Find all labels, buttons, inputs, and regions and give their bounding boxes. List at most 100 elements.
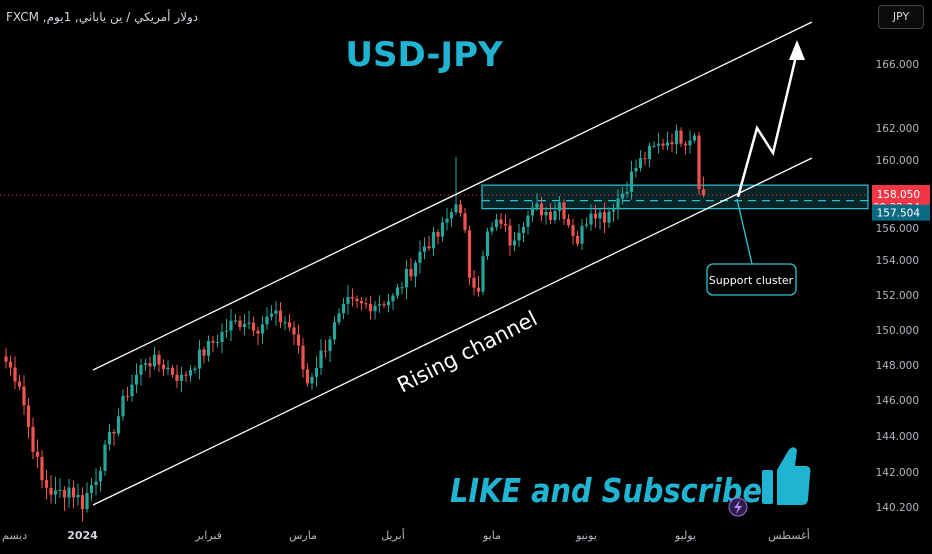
candle-body [8,361,13,368]
candle [305,362,310,387]
candle [665,131,670,151]
candle-body [652,145,656,147]
candle-body [553,211,557,220]
projection-arrow [736,51,799,198]
candle-body [647,145,652,160]
candle [584,217,589,229]
candle [463,207,467,234]
candle-body [589,213,593,225]
candle [616,189,620,220]
candle [373,300,377,320]
candle-body [265,316,269,325]
candle [413,260,418,288]
candle [593,204,598,228]
candle [179,366,184,393]
candle [499,213,503,229]
x-tick-label: فبراير [194,529,222,542]
candle-body [395,287,400,296]
candle-body [494,219,499,228]
candle-body [530,207,535,216]
candle-body [548,211,553,220]
candle [440,216,445,242]
candle-body [197,349,202,369]
candle [508,218,512,256]
y-tick-label: 150.000 [876,325,919,337]
candle-body [157,354,161,365]
candle-body [337,313,341,323]
lightning-bolt [734,500,742,514]
candle [598,209,602,230]
candle [103,440,107,476]
candle-body [611,209,616,212]
candle [647,142,652,167]
candle-body [400,287,404,289]
candle-body [598,212,602,219]
support-callout-label: Support cluster [709,274,794,287]
candle-body [526,215,530,227]
candle [170,364,175,378]
candle-body [13,367,17,382]
support-price-badge [872,204,930,221]
candle-body [184,374,188,376]
candle [256,326,260,346]
candle-body [566,218,571,226]
candle-body [575,235,580,244]
candle-body [503,223,508,226]
candle [521,222,526,243]
candle-body [125,395,130,397]
candle-body [310,376,314,384]
candle-body [481,256,485,292]
candle [575,230,580,247]
candle [148,356,152,378]
x-tick-label: مارس [289,529,317,542]
candle-body [175,374,179,381]
candle [557,195,562,221]
candle [121,389,125,421]
candle-body [238,320,242,327]
candle-body [512,240,517,246]
candle-body [521,226,526,233]
candle [674,124,679,155]
candle [418,240,422,274]
candle-body [229,320,233,331]
candle-body [179,374,184,381]
candle [161,359,166,376]
candle [247,310,251,330]
candle [688,130,692,154]
candle-body [562,202,566,219]
candle [188,365,193,383]
candle-body [58,489,62,491]
candle [643,151,647,166]
candle [206,335,211,362]
candle [238,315,242,331]
candle [233,314,238,325]
candle [368,296,373,320]
candle-body [215,342,220,344]
candle [472,269,476,296]
candle [224,318,229,339]
y-tick-label: 146.000 [876,395,919,407]
symbol-description[interactable]: دولار أمريكي / ين ياباني, 1يوم, FXCM [6,10,199,24]
candle-body [602,212,607,223]
candle [35,439,40,469]
candle-body [202,349,206,356]
candle [175,364,179,388]
currency-button[interactable]: JPY [878,5,924,29]
candle-body [580,225,584,244]
candle [287,314,292,332]
support-callout-box [706,263,797,296]
candle [202,346,206,364]
candle-body [220,331,224,343]
candle-body [355,298,359,302]
candle [670,133,674,153]
candle [467,225,472,286]
y-tick-label: 152.000 [876,290,919,302]
channel-lower-line [92,157,813,506]
candle [562,199,566,225]
candle-body [274,310,278,314]
candle-body [148,363,152,367]
candle [301,337,305,378]
candle-body [188,369,193,376]
